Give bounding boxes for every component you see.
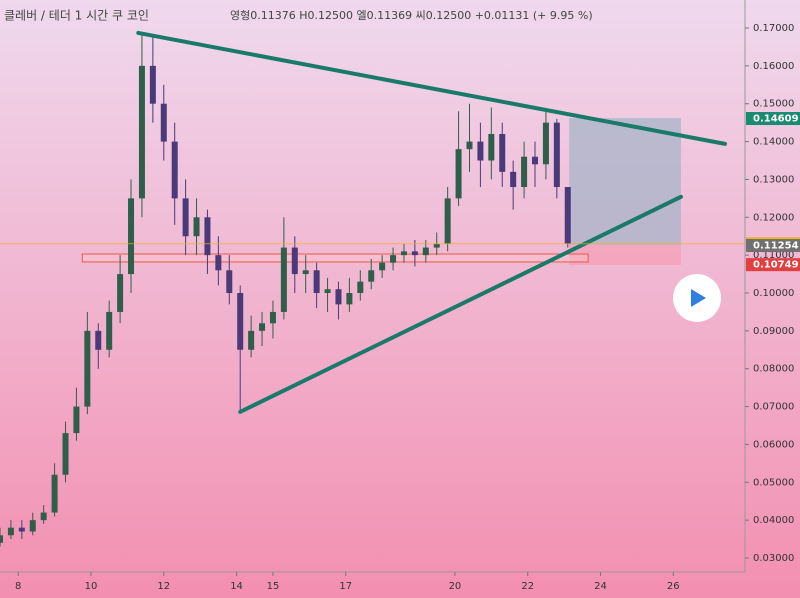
play-icon[interactable] bbox=[691, 289, 706, 307]
candle-body bbox=[182, 198, 189, 237]
y-tick-label: 0.12000 bbox=[753, 212, 794, 223]
candle-body bbox=[84, 330, 91, 407]
candle-body bbox=[521, 156, 528, 188]
candle-body bbox=[117, 274, 124, 312]
price-label: 0.14609 bbox=[753, 114, 799, 125]
y-tick-label: 0.17000 bbox=[753, 23, 794, 34]
y-tick-label: 0.05000 bbox=[753, 477, 794, 488]
candle-body bbox=[51, 474, 58, 513]
y-tick-label: 0.07000 bbox=[753, 402, 794, 413]
ohlc-readout: 영형0.11376 H0.12500 엘0.11369 씨0.12500 +0.… bbox=[230, 9, 593, 22]
candle-body bbox=[477, 141, 484, 161]
x-tick-label: 22 bbox=[521, 581, 534, 592]
candle-body bbox=[193, 217, 200, 237]
range-box bbox=[81, 253, 589, 263]
candle-body bbox=[324, 289, 331, 294]
y-tick-label: 0.10000 bbox=[753, 288, 794, 299]
price-label: 0.10749 bbox=[753, 260, 799, 271]
x-tick-label: 17 bbox=[339, 581, 352, 592]
x-tick-label: 14 bbox=[230, 581, 243, 592]
candle-body bbox=[564, 187, 571, 244]
candle-body bbox=[0, 535, 4, 543]
candle-body bbox=[313, 270, 320, 294]
candle-body bbox=[95, 330, 102, 350]
candle-body bbox=[18, 527, 25, 532]
x-tick-label: 24 bbox=[594, 581, 607, 592]
y-tick-label: 0.04000 bbox=[753, 515, 794, 526]
candle-body bbox=[226, 270, 233, 294]
candle-body bbox=[368, 270, 375, 282]
candle-body bbox=[106, 311, 113, 350]
candle-body bbox=[510, 171, 517, 188]
candle-body bbox=[302, 270, 309, 275]
candle-body bbox=[7, 527, 14, 536]
candle-body bbox=[444, 198, 451, 244]
price-label-bg bbox=[746, 112, 800, 126]
price-label-bg bbox=[746, 239, 800, 253]
candle-body bbox=[390, 255, 397, 263]
candle-body bbox=[466, 141, 473, 150]
candle-body bbox=[400, 251, 407, 256]
x-tick-label: 20 bbox=[449, 581, 462, 592]
candle-body bbox=[138, 65, 145, 199]
candle-body bbox=[357, 281, 364, 294]
candle-body bbox=[379, 262, 386, 271]
y-tick-label: 0.13000 bbox=[753, 174, 794, 185]
candle-body bbox=[237, 293, 244, 350]
range-box bbox=[569, 244, 681, 265]
y-tick-label: 0.11000 bbox=[753, 250, 794, 261]
candle-body bbox=[542, 122, 549, 165]
candle-body bbox=[455, 149, 462, 199]
candle-body bbox=[269, 311, 276, 324]
candle-body bbox=[128, 198, 135, 275]
y-tick-label: 0.15000 bbox=[753, 99, 794, 110]
price-label: 0.11254 bbox=[753, 241, 799, 252]
y-tick-label: 0.06000 bbox=[753, 439, 794, 450]
symbol-title: 클레버 / 테더 1 시간 쿠 코인 bbox=[4, 9, 149, 23]
candle-body bbox=[499, 134, 506, 172]
candle-body bbox=[40, 512, 47, 521]
candle-body bbox=[553, 122, 560, 188]
y-tick-label: 0.14000 bbox=[753, 137, 794, 148]
candle-body bbox=[280, 247, 287, 312]
y-tick-label: 0.03000 bbox=[753, 553, 794, 564]
price-label-bg bbox=[746, 258, 800, 272]
candle-body bbox=[62, 433, 69, 475]
candle-body bbox=[531, 156, 539, 165]
trendline bbox=[238, 194, 683, 414]
candle-body bbox=[291, 247, 298, 275]
trendline bbox=[136, 30, 727, 146]
y-tick-label: 0.16000 bbox=[753, 61, 794, 72]
play-button[interactable] bbox=[673, 274, 721, 322]
candle-body bbox=[29, 520, 36, 532]
candle-body bbox=[335, 289, 342, 305]
candle-body bbox=[204, 217, 211, 256]
candle-body bbox=[411, 251, 418, 256]
candle-body bbox=[346, 293, 353, 305]
x-tick-label: 10 bbox=[85, 581, 98, 592]
candle-body bbox=[171, 141, 178, 199]
candle-body bbox=[488, 134, 495, 161]
candle-body bbox=[73, 406, 80, 434]
x-tick-label: 15 bbox=[267, 581, 280, 592]
x-tick-label: 12 bbox=[157, 581, 170, 592]
candle-body bbox=[149, 65, 156, 104]
candle-body bbox=[248, 330, 255, 350]
candle-body bbox=[160, 103, 167, 142]
candle-body bbox=[215, 255, 222, 271]
candle-body bbox=[259, 323, 266, 331]
x-tick-label: 8 bbox=[15, 581, 21, 592]
candle-body bbox=[422, 247, 429, 256]
candle-body bbox=[433, 243, 440, 248]
plot-area bbox=[0, 30, 745, 547]
y-tick-label: 0.08000 bbox=[753, 364, 794, 375]
y-tick-label: 0.09000 bbox=[753, 326, 794, 337]
x-tick-label: 26 bbox=[667, 581, 680, 592]
